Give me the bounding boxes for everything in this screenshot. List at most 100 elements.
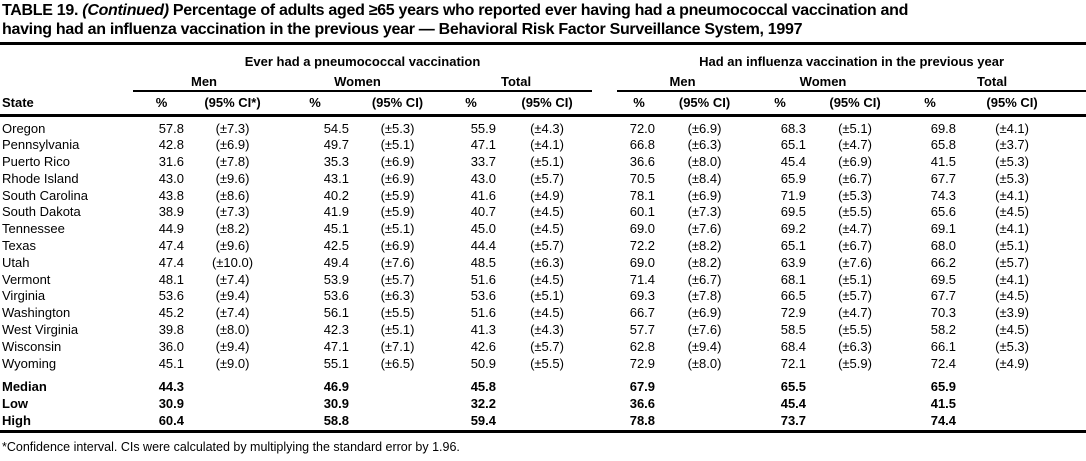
percent-value: 73.7 (780, 413, 807, 429)
ci-value: (±6.9) (380, 170, 415, 186)
ci-value: (±4.5) (995, 322, 1029, 338)
ci-value: (±8.4) (687, 170, 722, 186)
summary-row: Median 44.3 46.9 45.8 67.9 65.5 65.9 (0, 379, 1086, 396)
column-gap (592, 91, 618, 117)
percent-value: 39.8 (158, 322, 184, 338)
column-gap (592, 53, 617, 71)
percent-value: 67.7 (930, 170, 957, 186)
state-name: Washington (2, 305, 71, 321)
state-name: Utah (2, 254, 30, 270)
percent-value: 70.3 (930, 305, 957, 321)
column-header-ci: (95% CI) (502, 91, 593, 117)
percent-value: 31.6 (158, 154, 184, 170)
state-name: High (2, 413, 31, 429)
percent-value: 66.2 (930, 254, 957, 270)
spacer-row (0, 372, 1086, 379)
percent-value: 45.8 (470, 379, 496, 395)
state-name: Vermont (2, 271, 51, 287)
column-header-percent: % (617, 91, 662, 117)
ci-value: (±8.2) (687, 238, 722, 254)
summary-row: High 60.4 58.8 59.4 78.8 73.7 74.4 (0, 413, 1086, 430)
percent-value: 69.2 (780, 221, 807, 237)
ci-value: (±8.0) (687, 355, 722, 371)
percent-value: 66.8 (629, 137, 656, 153)
ci-value: (±5.7) (380, 271, 415, 287)
percent-value: 36.6 (629, 396, 656, 412)
percent-value: 68.0 (930, 238, 957, 254)
percent-value: 45.0 (470, 221, 496, 237)
ci-value: (±5.5) (838, 204, 872, 220)
ci-value: (±5.3) (380, 120, 415, 136)
table-row: Virginia 53.6 (±9.4) 53.6 (±6.3) 53.6 (±5.1) 69… (0, 288, 1086, 305)
subgroup-header-women: Women (275, 71, 440, 92)
percent-value: 47.4 (158, 254, 184, 270)
ci-value (962, 413, 1086, 430)
percent-value: 54.5 (323, 120, 349, 136)
group-header-influenza: Had an influenza vaccination in the prev… (699, 54, 1004, 69)
ci-value: (±6.7) (687, 271, 722, 287)
ci-value: (±5.5) (530, 355, 564, 371)
ci-value: (±6.7) (838, 170, 872, 186)
percent-value: 43.8 (158, 187, 184, 203)
table-row: Tennessee 44.9 (±8.2) 45.1 (±5.1) 45.0 (±4.5) 6… (0, 221, 1086, 238)
percent-value: 72.2 (629, 238, 656, 254)
percent-value: 51.6 (470, 305, 496, 321)
ci-value: (±4.3) (530, 322, 564, 338)
column-gap (592, 379, 617, 396)
percent-value: 72.4 (930, 355, 957, 371)
table-row: Utah 47.4 (±10.0) 49.4 (±7.6) 48.5 (±6.3) 69.0 (… (0, 255, 1086, 272)
ci-value: (±4.5) (530, 271, 564, 287)
ci-value: (±8.0) (215, 322, 250, 338)
percent-value: 32.2 (470, 396, 496, 412)
table-body: Oregon 57.8 (±7.3) 54.5 (±5.3) 55.9 (±4.3) 72.0… (0, 115, 1086, 430)
table-row: South Carolina 43.8 (±8.6) 40.2 (±5.9) 41.6 (±… (0, 188, 1086, 205)
percent-value: 69.3 (629, 288, 656, 304)
percent-value: 43.0 (470, 170, 496, 186)
column-gap (592, 339, 617, 356)
percent-value: 63.9 (780, 254, 807, 270)
column-header-ci: (95% CI) (355, 91, 440, 117)
percent-value: 60.4 (158, 413, 184, 429)
ci-value: (±8.2) (215, 221, 250, 237)
percent-value: 41.5 (930, 396, 957, 412)
ci-value: (±5.5) (838, 322, 872, 338)
ci-value: (±5.1) (995, 238, 1029, 254)
table-title: TABLE 19. (Continued) Percentage of adul… (0, 0, 1086, 39)
title-continued-label: (Continued) (82, 2, 169, 19)
percent-value: 65.5 (780, 379, 807, 395)
percent-value: 72.9 (780, 305, 807, 321)
ci-value: (±5.9) (838, 355, 872, 371)
ci-value: (±5.7) (530, 338, 564, 354)
column-header-percent: % (440, 91, 502, 117)
percent-value: 57.7 (629, 322, 656, 338)
state-name: South Dakota (2, 204, 81, 220)
state-name: West Virginia (2, 322, 79, 338)
table-row: South Dakota 38.9 (±7.3) 41.9 (±5.9) 40.7 (±4.… (0, 204, 1086, 221)
percent-value: 65.9 (780, 170, 807, 186)
percent-value: 44.3 (158, 379, 184, 395)
ci-value: (±7.3) (215, 120, 250, 136)
ci-value: (±4.7) (838, 305, 872, 321)
ci-value: (±6.9) (687, 187, 722, 203)
subgroup-header-women: Women (748, 71, 899, 92)
state-name: Low (2, 396, 28, 412)
percent-value: 30.9 (323, 396, 349, 412)
column-gap (592, 322, 617, 339)
percent-value: 36.6 (629, 154, 656, 170)
percent-value: 53.6 (158, 288, 184, 304)
ci-value: (±7.8) (215, 154, 250, 170)
ci-value: (±10.0) (211, 254, 254, 270)
ci-value: (±9.6) (215, 238, 250, 254)
ci-value: (±9.6) (215, 170, 250, 186)
ci-value: (±5.3) (995, 338, 1029, 354)
ci-value: (±5.7) (530, 170, 564, 186)
subgroup-header-total: Total (440, 71, 593, 92)
table-row: Texas 47.4 (±9.6) 42.5 (±6.9) 44.4 (±5.7) 72.2 (… (0, 238, 1086, 255)
percent-value: 48.5 (470, 254, 496, 270)
percent-value: 65.1 (780, 137, 807, 153)
percent-value: 66.5 (780, 288, 807, 304)
table-row: Vermont 48.1 (±7.4) 53.9 (±5.7) 51.6 (±4.5) 71.… (0, 272, 1086, 289)
percent-value: 38.9 (158, 204, 184, 220)
table-header: Ever had a pneumococcal vaccination Had … (0, 53, 1086, 117)
ci-value: (±5.1) (530, 154, 564, 170)
